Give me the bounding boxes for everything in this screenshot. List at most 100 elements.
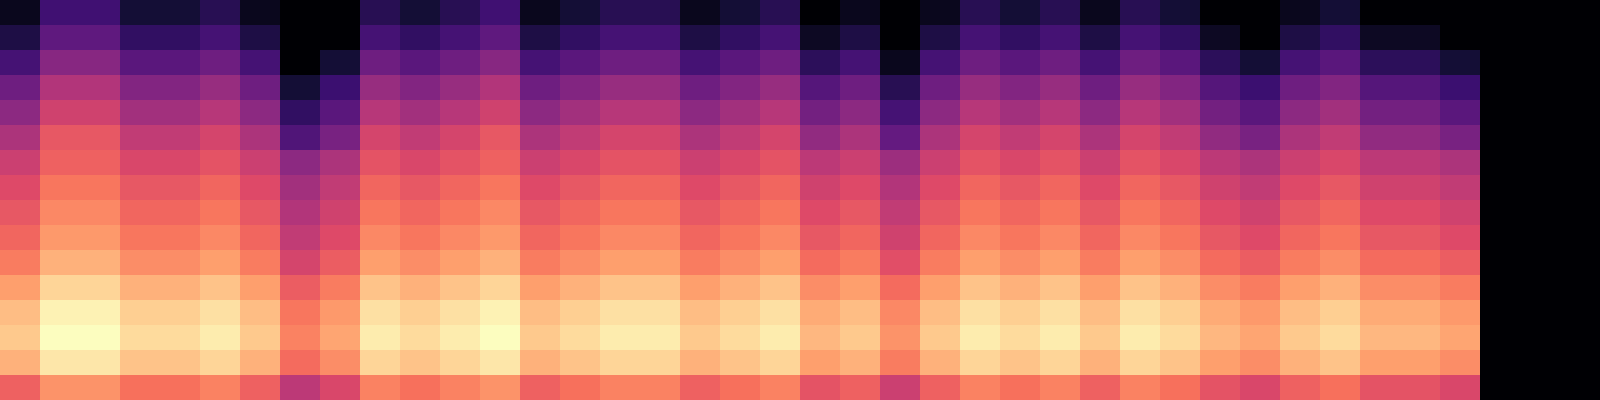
heat-cell	[1040, 150, 1081, 176]
heat-cell	[280, 300, 321, 326]
heat-cell	[840, 325, 881, 351]
heat-cell	[1080, 0, 1121, 26]
heat-cell	[800, 275, 841, 301]
heat-cell	[1080, 350, 1121, 376]
heat-cell	[800, 225, 841, 251]
heat-cell	[760, 125, 801, 151]
heat-cell	[280, 0, 321, 26]
heat-cell	[240, 350, 281, 376]
heat-cell	[1240, 325, 1281, 351]
heat-cell	[160, 225, 201, 251]
heat-cell	[1480, 350, 1521, 376]
heat-cell	[40, 325, 81, 351]
heat-cell	[1080, 175, 1121, 201]
heat-cell	[1040, 375, 1081, 400]
heat-cell	[200, 275, 241, 301]
heat-cell	[480, 200, 521, 226]
heat-cell	[1400, 175, 1441, 201]
heat-cell	[200, 75, 241, 101]
heat-cell	[360, 350, 401, 376]
heat-cell	[1200, 200, 1241, 226]
heat-cell	[1160, 25, 1201, 51]
heat-cell	[600, 225, 641, 251]
heat-cell	[1400, 250, 1441, 276]
heat-cell	[1240, 25, 1281, 51]
heat-cell	[560, 250, 601, 276]
heat-cell	[0, 150, 41, 176]
heat-cell	[800, 50, 841, 76]
heat-cell	[1240, 100, 1281, 126]
heat-cell	[1560, 25, 1600, 51]
heat-cell	[1240, 125, 1281, 151]
heat-cell	[1000, 375, 1041, 400]
heat-cell	[1520, 125, 1561, 151]
heat-cell	[680, 350, 721, 376]
heat-cell	[320, 200, 361, 226]
heat-cell	[760, 225, 801, 251]
heat-cell	[800, 75, 841, 101]
heat-cell	[680, 200, 721, 226]
heat-cell	[320, 225, 361, 251]
heat-cell	[480, 225, 521, 251]
heat-cell	[280, 275, 321, 301]
heat-cell	[80, 275, 121, 301]
heat-cell	[1360, 150, 1401, 176]
heat-cell	[1000, 150, 1041, 176]
heat-cell	[680, 225, 721, 251]
heat-cell	[1320, 250, 1361, 276]
heat-cell	[720, 25, 761, 51]
heat-cell	[680, 50, 721, 76]
heat-cell	[880, 275, 921, 301]
heat-cell	[1200, 50, 1241, 76]
heat-cell	[40, 275, 81, 301]
heat-cell	[280, 25, 321, 51]
heat-cell	[360, 75, 401, 101]
heat-cell	[1280, 250, 1321, 276]
heat-cell	[1360, 250, 1401, 276]
heat-cell	[360, 250, 401, 276]
heat-cell	[120, 25, 161, 51]
heat-cell	[920, 300, 961, 326]
heat-cell	[720, 175, 761, 201]
heat-cell	[880, 300, 921, 326]
heat-cell	[200, 375, 241, 400]
heat-cell	[1040, 0, 1081, 26]
heat-cell	[720, 0, 761, 26]
heat-cell	[560, 375, 601, 400]
heat-cell	[760, 275, 801, 301]
heat-cell	[880, 375, 921, 400]
heat-cell	[1000, 250, 1041, 276]
heat-cell	[280, 375, 321, 400]
heat-cell	[1280, 150, 1321, 176]
heat-cell	[920, 250, 961, 276]
heat-cell	[480, 150, 521, 176]
heat-cell	[1360, 325, 1401, 351]
heat-cell	[1480, 200, 1521, 226]
heat-cell	[480, 0, 521, 26]
heat-cell	[1040, 325, 1081, 351]
heat-cell	[1000, 300, 1041, 326]
heat-cell	[560, 50, 601, 76]
heat-cell	[160, 125, 201, 151]
heat-cell	[240, 150, 281, 176]
heat-cell	[1360, 350, 1401, 376]
heat-cell	[360, 25, 401, 51]
heat-cell	[440, 125, 481, 151]
heat-cell	[40, 300, 81, 326]
heat-cell	[560, 100, 601, 126]
heat-cell	[1000, 275, 1041, 301]
heat-cell	[1440, 75, 1481, 101]
heat-cell	[560, 350, 601, 376]
heat-cell	[320, 325, 361, 351]
heat-cell	[1400, 300, 1441, 326]
heat-cell	[1040, 125, 1081, 151]
heat-cell	[520, 350, 561, 376]
heat-cell	[800, 175, 841, 201]
heat-cell	[680, 175, 721, 201]
heat-cell	[400, 75, 441, 101]
heat-cell	[80, 375, 121, 400]
heat-cell	[1480, 250, 1521, 276]
heat-cell	[1240, 175, 1281, 201]
heat-cell	[1080, 125, 1121, 151]
heat-cell	[1320, 225, 1361, 251]
